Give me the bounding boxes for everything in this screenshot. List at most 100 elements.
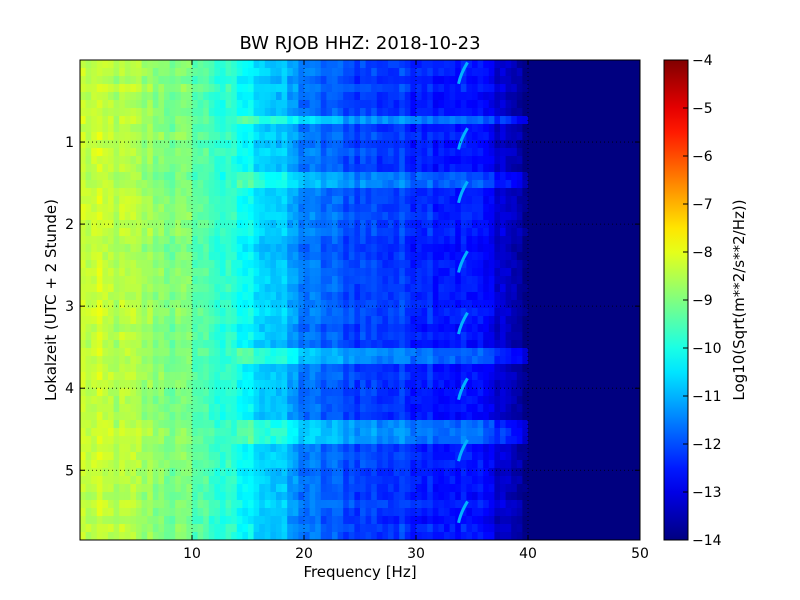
heatmap-cell — [522, 276, 529, 285]
heatmap-cell — [152, 340, 159, 349]
heatmap-cell — [388, 404, 395, 413]
heatmap-cell — [124, 340, 131, 349]
heatmap-cell — [505, 100, 512, 109]
heatmap-cell — [628, 116, 635, 125]
heatmap-cell — [326, 372, 333, 381]
heatmap-cell — [136, 76, 143, 85]
heatmap-cell — [348, 220, 355, 229]
heatmap-cell — [113, 212, 120, 221]
heatmap-cell — [494, 140, 501, 149]
heatmap-cell — [242, 92, 249, 101]
heatmap-cell — [130, 68, 137, 77]
heatmap-cell — [606, 116, 613, 125]
heatmap-cell — [281, 412, 288, 421]
heatmap-cell — [85, 212, 92, 221]
heatmap-cell — [488, 124, 495, 133]
heatmap-cell — [119, 180, 126, 189]
heatmap-cell — [292, 404, 299, 413]
heatmap-cell — [516, 372, 523, 381]
heatmap-cell — [606, 140, 613, 149]
heatmap-cell — [164, 420, 171, 429]
heatmap-cell — [460, 348, 467, 357]
heatmap-cell — [388, 452, 395, 461]
heatmap-cell — [298, 348, 305, 357]
heatmap-cell — [326, 260, 333, 269]
heatmap-cell — [550, 244, 557, 253]
heatmap-cell — [483, 380, 490, 389]
heatmap-cell — [533, 276, 540, 285]
heatmap-cell — [455, 324, 462, 333]
heatmap-cell — [281, 132, 288, 141]
heatmap-cell — [511, 308, 518, 317]
heatmap-cell — [416, 164, 423, 173]
heatmap-cell — [119, 428, 126, 437]
heatmap-cell — [500, 68, 507, 77]
heatmap-cell — [113, 84, 120, 93]
heatmap-cell — [589, 396, 596, 405]
heatmap-cell — [595, 380, 602, 389]
heatmap-cell — [561, 76, 568, 85]
heatmap-cell — [203, 372, 210, 381]
heatmap-cell — [584, 436, 591, 445]
heatmap-cell — [304, 308, 311, 317]
heatmap-cell — [186, 292, 193, 301]
heatmap-cell — [220, 172, 227, 181]
heatmap-cell — [427, 188, 434, 197]
heatmap-cell — [130, 356, 137, 365]
heatmap-cell — [421, 316, 428, 325]
heatmap-cell — [113, 340, 120, 349]
heatmap-cell — [332, 388, 339, 397]
heatmap-cell — [488, 292, 495, 301]
heatmap-cell — [164, 308, 171, 317]
heatmap-cell — [522, 332, 529, 341]
heatmap-cell — [589, 452, 596, 461]
heatmap-cell — [259, 92, 266, 101]
heatmap-cell — [96, 332, 103, 341]
heatmap-cell — [214, 396, 221, 405]
heatmap-cell — [320, 212, 327, 221]
heatmap-cell — [304, 228, 311, 237]
heatmap-cell — [561, 340, 568, 349]
heatmap-cell — [225, 396, 232, 405]
heatmap-cell — [455, 348, 462, 357]
heatmap-cell — [376, 372, 383, 381]
heatmap-cell — [96, 372, 103, 381]
heatmap-cell — [511, 76, 518, 85]
heatmap-cell — [259, 228, 266, 237]
heatmap-cell — [360, 364, 367, 373]
heatmap-cell — [169, 332, 176, 341]
heatmap-cell — [169, 164, 176, 173]
heatmap-cell — [360, 260, 367, 269]
heatmap-cell — [533, 100, 540, 109]
heatmap-cell — [617, 388, 624, 397]
heatmap-cell — [320, 300, 327, 309]
heatmap-cell — [259, 164, 266, 173]
heatmap-cell — [623, 188, 630, 197]
heatmap-cell — [528, 228, 535, 237]
heatmap-cell — [147, 276, 154, 285]
heatmap-cell — [511, 244, 518, 253]
heatmap-cell — [578, 364, 585, 373]
heatmap-cell — [455, 116, 462, 125]
heatmap-cell — [147, 204, 154, 213]
heatmap-cell — [192, 60, 199, 69]
heatmap-cell — [393, 188, 400, 197]
heatmap-cell — [259, 348, 266, 357]
heatmap-cell — [399, 404, 406, 413]
heatmap-cell — [315, 220, 322, 229]
heatmap-cell — [180, 148, 187, 157]
heatmap-cell — [214, 292, 221, 301]
heatmap-cell — [270, 228, 277, 237]
heatmap-cell — [281, 340, 288, 349]
heatmap-cell — [264, 428, 271, 437]
heatmap-cell — [225, 180, 232, 189]
heatmap-cell — [220, 60, 227, 69]
heatmap-cell — [410, 364, 417, 373]
heatmap-cell — [164, 356, 171, 365]
heatmap-cell — [444, 196, 451, 205]
heatmap-cell — [248, 276, 255, 285]
heatmap-cell — [264, 276, 271, 285]
heatmap-cell — [556, 140, 563, 149]
heatmap-cell — [270, 300, 277, 309]
heatmap-cell — [236, 364, 243, 373]
